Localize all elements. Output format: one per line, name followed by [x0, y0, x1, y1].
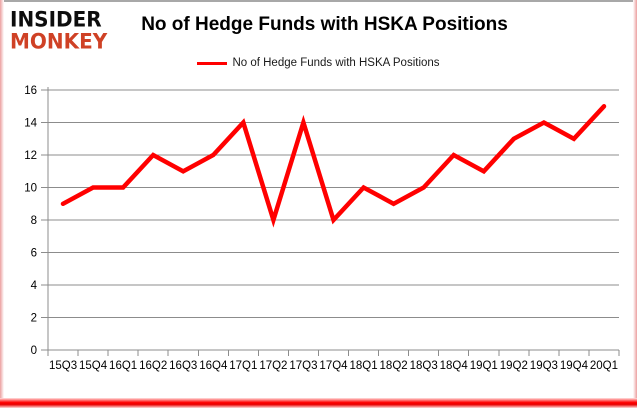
y-axis-tick-label: 12	[24, 150, 37, 162]
legend-line-swatch	[197, 61, 228, 65]
logo-line-monkey: MONKEY	[10, 27, 108, 54]
x-axis-tick-label: 18Q3	[410, 360, 438, 372]
x-axis-tick-label: 17Q1	[229, 360, 257, 372]
frame-left-border	[0, 0, 4, 398]
x-axis-tick-label: 19Q3	[530, 360, 558, 372]
frame-top-border	[0, 0, 637, 2]
x-axis-tick-label: 19Q1	[470, 360, 498, 372]
x-axis-tick-label: 15Q4	[79, 360, 108, 372]
y-axis-tick-label: 14	[24, 118, 37, 130]
x-axis-tick-label: 18Q2	[380, 360, 408, 372]
x-axis-tick-label: 16Q4	[199, 360, 228, 372]
x-axis-tick-label: 19Q4	[560, 360, 589, 372]
x-axis-tick-label: 18Q4	[440, 360, 469, 372]
x-axis-tick-label: 16Q2	[139, 360, 167, 372]
x-axis-tick-label: 20Q1	[590, 360, 618, 372]
data-line	[60, 104, 607, 228]
x-axis-tick-label: 18Q1	[349, 360, 377, 372]
frame-bottom-border	[0, 398, 637, 408]
y-axis-tick-label: 6	[31, 248, 37, 260]
chart-title: No of Hedge Funds with HSKA Positions	[141, 14, 508, 35]
legend: No of Hedge Funds with HSKA Positions	[0, 57, 637, 69]
y-axis-tick-label: 8	[31, 215, 37, 227]
y-axis-tick-label: 16	[24, 85, 37, 97]
x-axis-tick-label: 16Q3	[169, 360, 197, 372]
y-axis-tick-label: 4	[31, 280, 38, 292]
insider-monkey-logo: INSIDER MONKEY	[10, 5, 108, 54]
y-axis-tick-label: 10	[24, 183, 37, 195]
x-axis-tick-label: 16Q1	[109, 360, 137, 372]
y-axis-tick-label: 2	[31, 313, 37, 325]
y-axis-tick-label: 0	[31, 345, 37, 357]
legend-label: No of Hedge Funds with HSKA Positions	[232, 57, 440, 69]
frame-right-border	[633, 0, 637, 398]
x-axis-tick-label: 17Q2	[259, 360, 287, 372]
x-axis-tick-label: 19Q2	[500, 360, 528, 372]
x-axis-tick-label: 17Q3	[289, 360, 317, 372]
logo-line-insider: INSIDER	[10, 5, 102, 32]
x-axis-tick-label: 17Q4	[319, 360, 348, 372]
x-axis-tick-label: 15Q3	[49, 360, 77, 372]
